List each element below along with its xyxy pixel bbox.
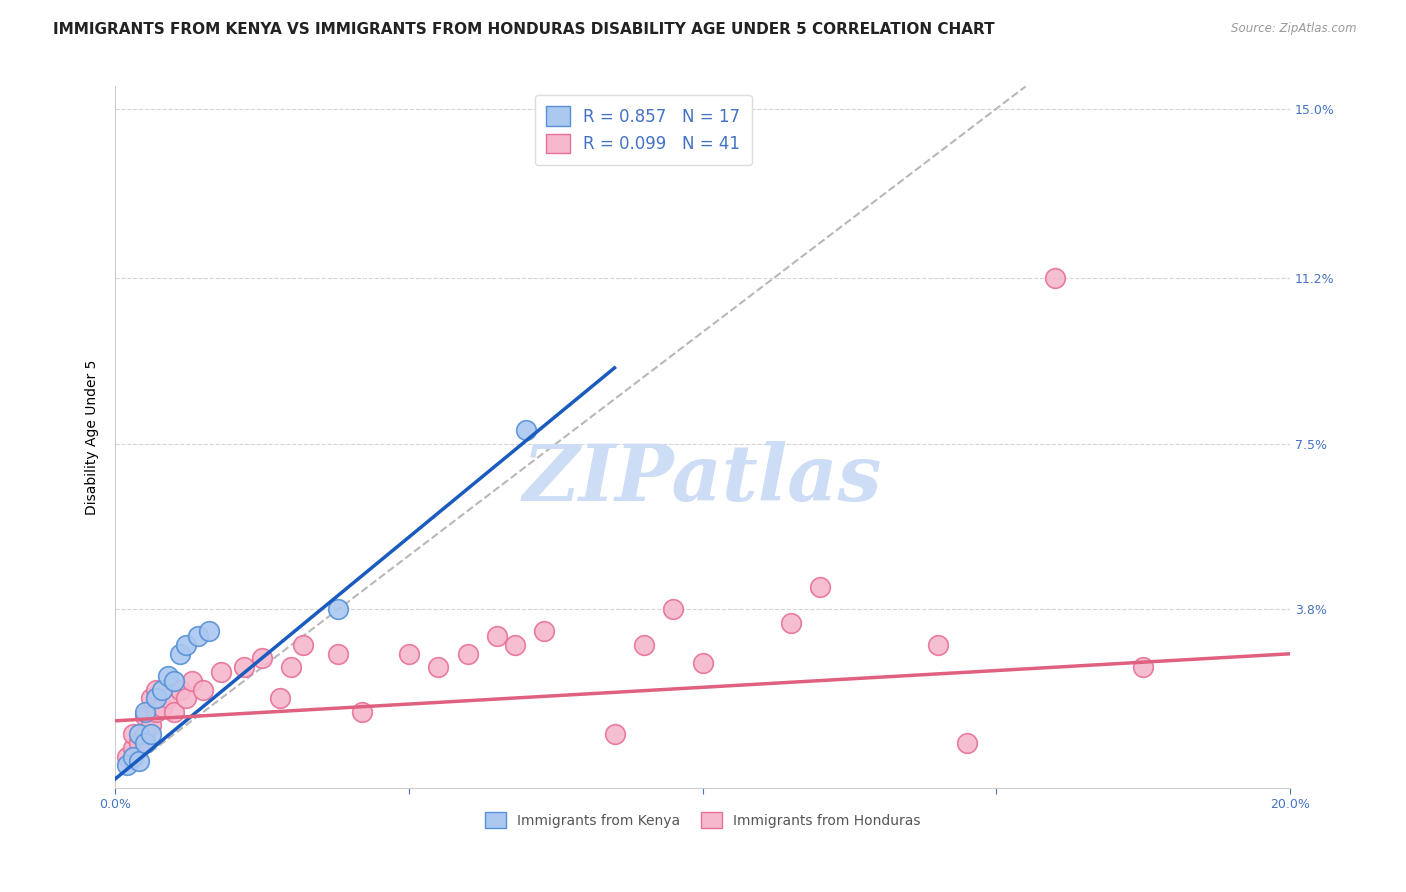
Point — [779, 615, 801, 630]
Point — [180, 673, 202, 688]
Point — [209, 665, 232, 679]
Text: Source: ZipAtlas.com: Source: ZipAtlas.com — [1232, 22, 1357, 36]
Point — [486, 629, 509, 643]
Point — [122, 740, 145, 755]
Point — [157, 669, 180, 683]
Point — [269, 691, 291, 706]
Point — [603, 727, 626, 741]
Point — [956, 736, 979, 750]
Point — [139, 718, 162, 732]
Point — [328, 647, 350, 661]
Point — [122, 727, 145, 741]
Point — [134, 727, 156, 741]
Point — [128, 736, 150, 750]
Point — [134, 705, 156, 719]
Point — [157, 691, 180, 706]
Point — [280, 660, 302, 674]
Point — [633, 638, 655, 652]
Point — [134, 709, 156, 723]
Point — [150, 700, 173, 714]
Point — [503, 638, 526, 652]
Point — [134, 736, 156, 750]
Point — [186, 629, 208, 643]
Point — [174, 638, 197, 652]
Point — [128, 727, 150, 741]
Legend: Immigrants from Kenya, Immigrants from Honduras: Immigrants from Kenya, Immigrants from H… — [479, 806, 927, 833]
Point — [174, 691, 197, 706]
Y-axis label: Disability Age Under 5: Disability Age Under 5 — [86, 359, 100, 515]
Point — [115, 758, 138, 772]
Point — [163, 673, 186, 688]
Point — [692, 656, 714, 670]
Point — [115, 749, 138, 764]
Point — [169, 682, 191, 697]
Point — [662, 602, 685, 616]
Point — [350, 705, 373, 719]
Point — [169, 647, 191, 661]
Point — [139, 727, 162, 741]
Text: ZIPatlas: ZIPatlas — [523, 441, 883, 517]
Point — [398, 647, 420, 661]
Point — [457, 647, 479, 661]
Point — [250, 651, 273, 665]
Point — [1043, 271, 1066, 285]
Point — [927, 638, 949, 652]
Point — [145, 705, 167, 719]
Point — [163, 705, 186, 719]
Point — [150, 682, 173, 697]
Point — [515, 424, 537, 438]
Point — [808, 580, 831, 594]
Point — [292, 638, 315, 652]
Point — [427, 660, 450, 674]
Point — [128, 754, 150, 768]
Point — [198, 624, 221, 639]
Point — [533, 624, 555, 639]
Point — [193, 682, 215, 697]
Point — [328, 602, 350, 616]
Point — [139, 691, 162, 706]
Point — [122, 749, 145, 764]
Point — [145, 691, 167, 706]
Point — [145, 682, 167, 697]
Point — [233, 660, 256, 674]
Text: IMMIGRANTS FROM KENYA VS IMMIGRANTS FROM HONDURAS DISABILITY AGE UNDER 5 CORRELA: IMMIGRANTS FROM KENYA VS IMMIGRANTS FROM… — [53, 22, 995, 37]
Point — [1132, 660, 1154, 674]
